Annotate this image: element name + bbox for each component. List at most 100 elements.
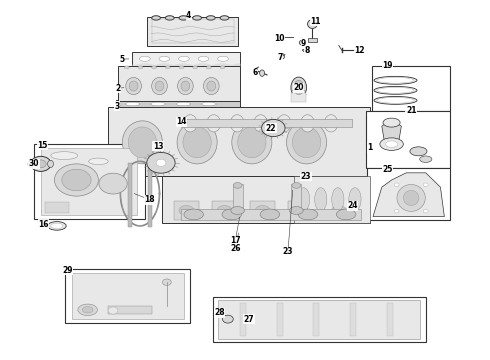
Ellipse shape <box>165 16 174 20</box>
Ellipse shape <box>301 115 315 132</box>
Bar <box>45 202 69 213</box>
Ellipse shape <box>206 66 211 69</box>
Bar <box>65 269 190 323</box>
Text: 23: 23 <box>301 172 311 181</box>
Bar <box>72 273 184 319</box>
Ellipse shape <box>336 209 356 220</box>
Ellipse shape <box>279 53 285 59</box>
Text: 22: 22 <box>266 123 276 132</box>
Ellipse shape <box>332 188 344 211</box>
Ellipse shape <box>238 127 266 158</box>
Ellipse shape <box>30 156 51 171</box>
Ellipse shape <box>374 76 417 84</box>
Ellipse shape <box>177 121 217 164</box>
Bar <box>128 163 132 226</box>
Bar <box>148 163 152 226</box>
Ellipse shape <box>155 81 164 91</box>
Ellipse shape <box>156 159 166 166</box>
Ellipse shape <box>125 102 140 106</box>
Ellipse shape <box>298 209 318 220</box>
Text: 10: 10 <box>274 34 285 43</box>
Text: 18: 18 <box>145 195 155 204</box>
Ellipse shape <box>276 35 284 40</box>
Ellipse shape <box>292 183 301 188</box>
Text: 11: 11 <box>311 17 321 26</box>
Text: 15: 15 <box>37 141 48 150</box>
Ellipse shape <box>48 160 53 167</box>
Text: 4: 4 <box>186 10 192 19</box>
Text: 8: 8 <box>305 46 310 55</box>
Bar <box>367 168 450 220</box>
Ellipse shape <box>203 77 219 95</box>
Ellipse shape <box>207 115 220 132</box>
Ellipse shape <box>35 160 46 168</box>
Bar <box>174 201 198 220</box>
Ellipse shape <box>159 56 170 61</box>
Ellipse shape <box>140 56 150 61</box>
Ellipse shape <box>201 102 216 106</box>
Ellipse shape <box>423 183 428 186</box>
Ellipse shape <box>179 66 184 69</box>
Ellipse shape <box>394 183 399 186</box>
Ellipse shape <box>108 307 118 314</box>
Ellipse shape <box>183 115 197 132</box>
Ellipse shape <box>193 66 197 69</box>
Ellipse shape <box>152 66 157 69</box>
Text: 3: 3 <box>114 102 120 111</box>
Ellipse shape <box>230 115 244 132</box>
Bar <box>152 19 234 43</box>
Bar <box>118 66 240 101</box>
Bar <box>218 300 420 338</box>
Ellipse shape <box>303 48 310 52</box>
Ellipse shape <box>78 304 98 316</box>
Text: 16: 16 <box>38 220 49 229</box>
Text: 26: 26 <box>230 244 241 253</box>
Ellipse shape <box>48 222 66 230</box>
Text: 17: 17 <box>230 237 241 246</box>
Ellipse shape <box>380 138 403 150</box>
Bar <box>147 17 238 45</box>
Bar <box>181 209 361 220</box>
Bar <box>350 303 356 336</box>
Ellipse shape <box>222 315 233 323</box>
Ellipse shape <box>152 77 167 95</box>
Text: 12: 12 <box>355 46 365 55</box>
Ellipse shape <box>315 188 327 211</box>
Bar <box>240 303 246 336</box>
Ellipse shape <box>419 156 432 162</box>
Text: 23: 23 <box>283 247 293 256</box>
Text: 30: 30 <box>29 159 39 168</box>
Bar <box>250 201 275 220</box>
Ellipse shape <box>386 141 398 147</box>
Ellipse shape <box>207 81 216 91</box>
Ellipse shape <box>397 184 425 211</box>
Ellipse shape <box>394 209 399 213</box>
Ellipse shape <box>294 80 304 95</box>
Bar <box>387 303 392 336</box>
Ellipse shape <box>294 206 308 216</box>
Ellipse shape <box>217 206 232 216</box>
Ellipse shape <box>51 152 77 159</box>
Bar <box>34 144 145 220</box>
Polygon shape <box>382 119 401 148</box>
Ellipse shape <box>231 207 245 215</box>
Ellipse shape <box>383 118 400 127</box>
Ellipse shape <box>293 127 321 158</box>
Bar <box>212 201 237 220</box>
Text: 6: 6 <box>252 68 257 77</box>
Ellipse shape <box>124 66 129 69</box>
Bar <box>292 184 301 212</box>
Ellipse shape <box>179 206 194 216</box>
Ellipse shape <box>374 96 417 104</box>
Ellipse shape <box>297 188 310 211</box>
Ellipse shape <box>122 121 162 164</box>
Ellipse shape <box>138 66 143 69</box>
Text: 20: 20 <box>294 83 304 92</box>
Ellipse shape <box>128 127 157 158</box>
Ellipse shape <box>291 77 307 98</box>
Ellipse shape <box>62 169 91 191</box>
Bar <box>277 303 283 336</box>
Bar <box>294 176 369 223</box>
Ellipse shape <box>423 209 428 213</box>
Ellipse shape <box>232 121 272 164</box>
